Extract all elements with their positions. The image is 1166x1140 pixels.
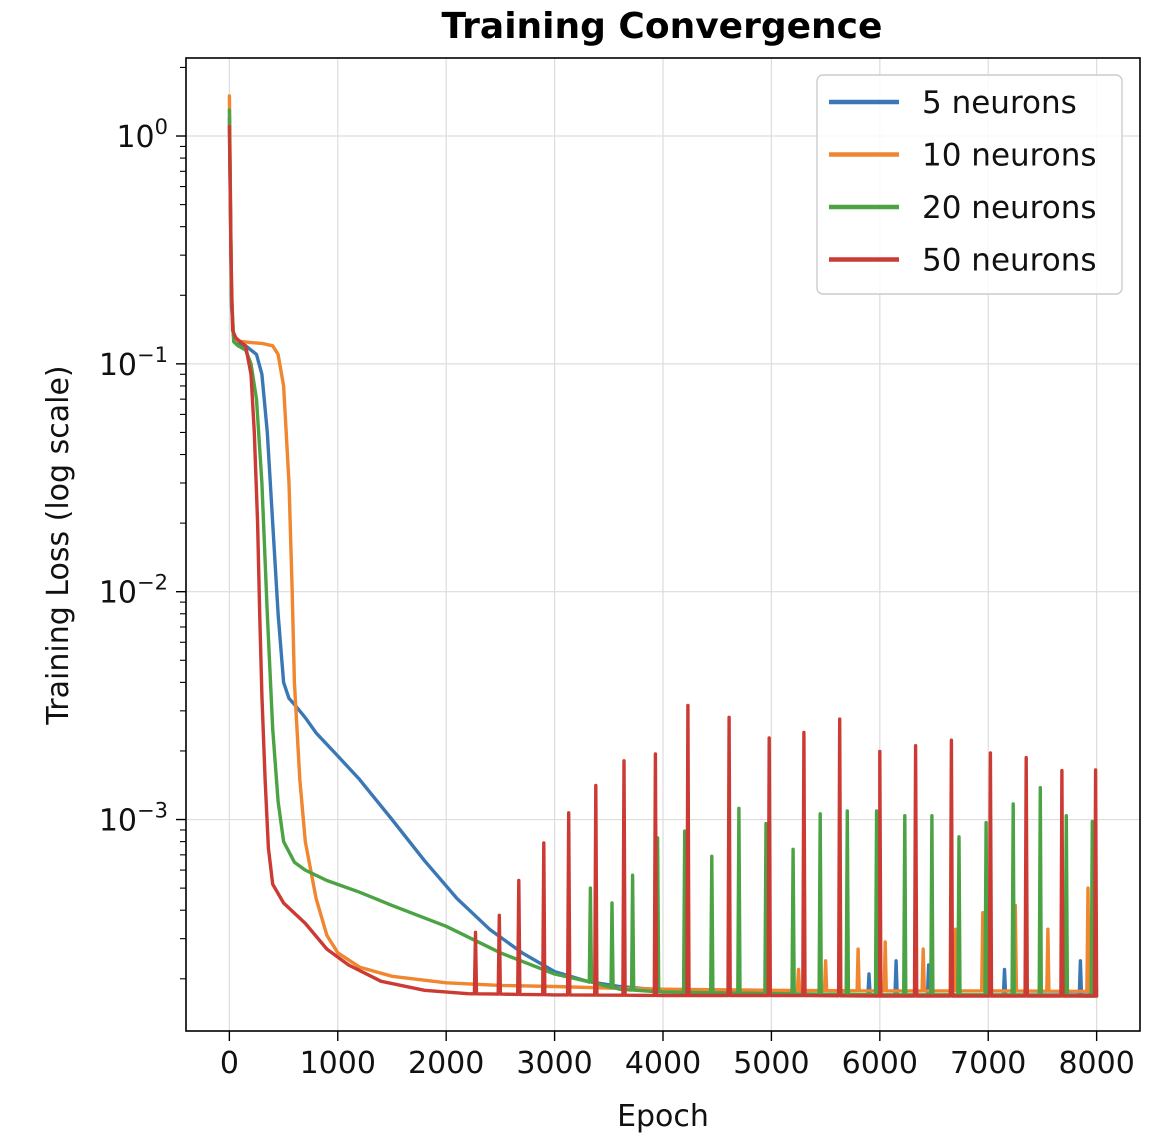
x-tick-label: 0	[220, 1046, 239, 1081]
legend-label: 10 neurons	[922, 138, 1097, 174]
legend-label: 5 neurons	[922, 85, 1077, 121]
series-lines	[227, 94, 1099, 998]
x-tick-label: 8000	[1058, 1046, 1134, 1081]
x-tick-label: 4000	[625, 1046, 701, 1081]
legend-box	[816, 74, 1123, 295]
series-line-2	[227, 94, 1099, 994]
x-axis-label: Epoch	[617, 1099, 709, 1134]
x-tick-label: 5000	[733, 1046, 809, 1081]
axis-ticks: 0 1000 2000 3000 4000 5000 6000 7000 8000 100 10−1…	[99, 66, 1135, 1081]
chart-title: Training Convergence	[442, 6, 883, 47]
x-tick-label: 2000	[408, 1046, 484, 1081]
series-line-4	[227, 124, 1099, 998]
x-tick-label: 7000	[950, 1046, 1026, 1081]
x-tick-label: 1000	[300, 1046, 376, 1081]
y-axis-label: Training Loss (log scale)	[41, 365, 76, 725]
series-line-3	[227, 108, 1099, 998]
legend-label: 20 neurons	[922, 190, 1097, 226]
y-tick-label: 10−1	[99, 343, 168, 383]
legend: 5 neurons 10 neurons 20 neurons 50 neurons	[816, 74, 1123, 295]
y-tick-label: 10−3	[99, 799, 168, 839]
legend-label: 50 neurons	[922, 243, 1097, 279]
x-tick-label: 3000	[516, 1046, 592, 1081]
x-tick-label: 6000	[842, 1046, 918, 1081]
y-tick-label: 100	[116, 115, 168, 155]
y-tick-label: 10−2	[99, 571, 168, 611]
